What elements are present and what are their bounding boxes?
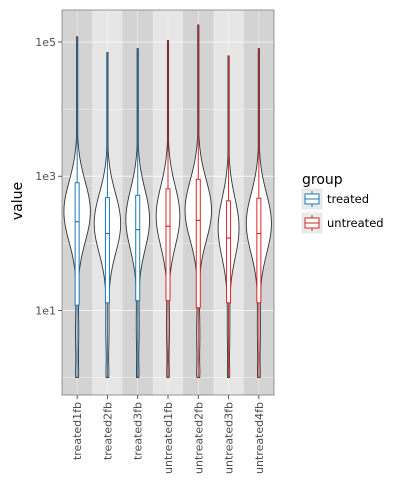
box-treated3fb (135, 194, 141, 302)
box-treated2fb (104, 197, 110, 304)
legend-item-untreated: untreated (301, 212, 384, 234)
box-untreated4fb (256, 197, 262, 304)
x-tick-label: untreated3fb (223, 402, 236, 474)
x-tick-label: treated2fb (101, 402, 114, 460)
box-untreated1fb (165, 188, 171, 302)
x-tick-label: untreated2fb (192, 402, 205, 474)
legend-title: group (302, 172, 343, 188)
x-tick-label: treated3fb (132, 402, 145, 460)
y-tick-label: 1e3 (35, 170, 56, 183)
violins (63, 24, 272, 379)
y-axis-title: value (10, 182, 26, 220)
x-tick-label: treated1fb (71, 402, 84, 460)
box-untreated2fb (195, 178, 201, 309)
x-tick-label: untreated4fb (253, 402, 266, 474)
legend: group treated untreated (301, 172, 384, 234)
legend-item-treated: treated (301, 188, 369, 210)
y-tick-label: 1e1 (35, 304, 56, 317)
axes: 1e1 1e3 1e5 treated1fb treated2fb treated3fb u… (35, 9, 275, 474)
box-treated1fb (74, 182, 80, 306)
box-untreated3fb (226, 200, 232, 304)
legend-label: treated (327, 192, 369, 206)
x-tick-label: untreated1fb (162, 402, 175, 474)
y-tick-label: 1e5 (35, 36, 56, 49)
legend-label: untreated (327, 216, 384, 230)
